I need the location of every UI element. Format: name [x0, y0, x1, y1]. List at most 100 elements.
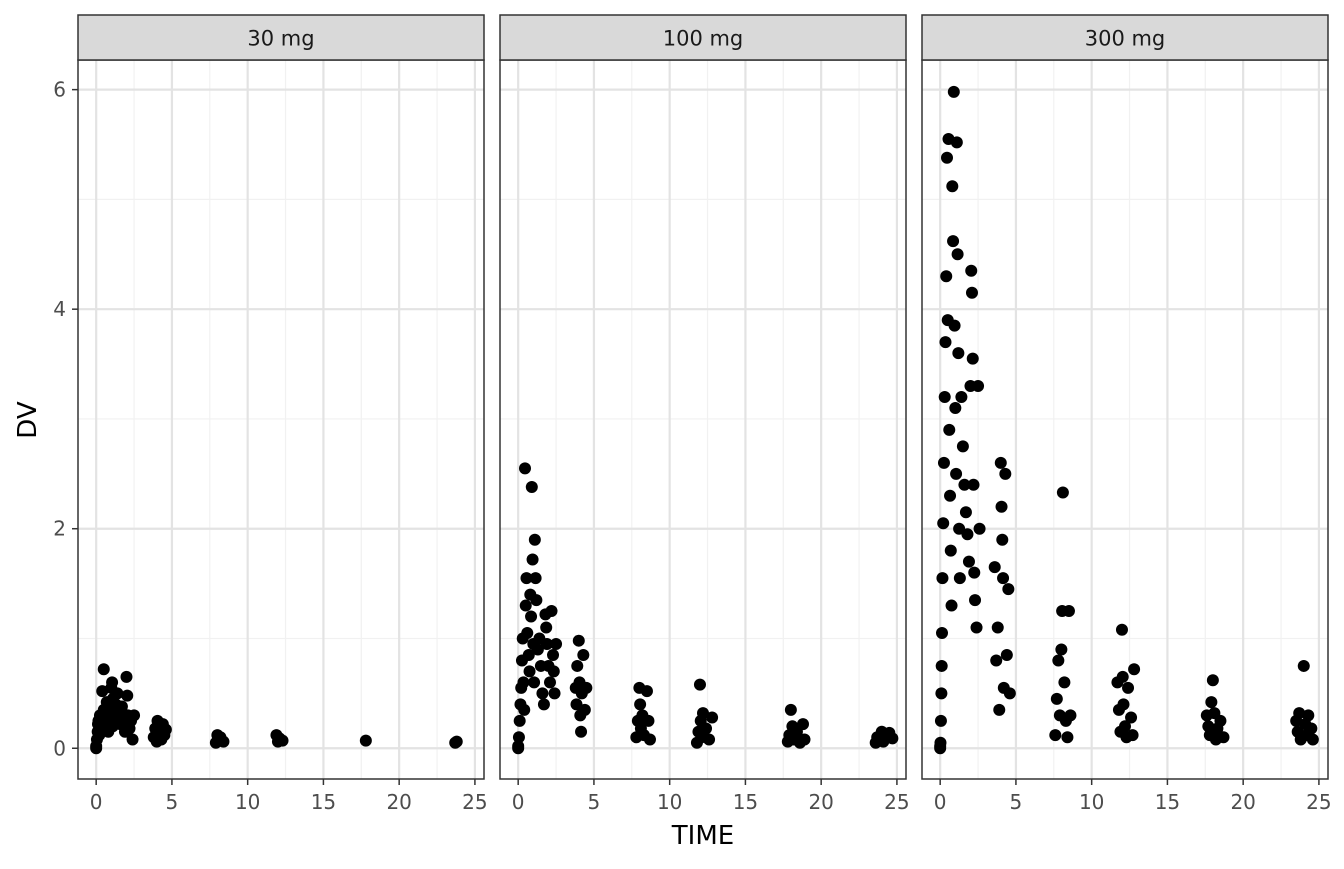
- data-point: [531, 643, 544, 656]
- data-point: [947, 85, 960, 98]
- data-point: [547, 665, 560, 678]
- data-point: [968, 566, 981, 579]
- data-point: [1217, 731, 1230, 744]
- data-point: [520, 572, 533, 585]
- data-point: [1050, 692, 1063, 705]
- data-point: [949, 401, 962, 414]
- data-point: [577, 648, 590, 661]
- data-point: [1061, 731, 1074, 744]
- data-point: [450, 735, 463, 748]
- x-tick-label: 10: [657, 790, 682, 814]
- facet-strip: [77, 14, 485, 61]
- data-point: [967, 478, 980, 491]
- data-point: [548, 687, 561, 700]
- data-point: [935, 687, 948, 700]
- data-point: [1003, 687, 1016, 700]
- data-point: [121, 689, 134, 702]
- data-point: [634, 698, 647, 711]
- data-point: [528, 676, 541, 689]
- data-point: [545, 605, 558, 618]
- facet-strip: [499, 14, 907, 61]
- data-point: [946, 180, 959, 193]
- x-tick-label: 0: [512, 790, 525, 814]
- data-point: [951, 248, 964, 261]
- x-tick-label: 0: [90, 790, 103, 814]
- data-point: [966, 352, 979, 365]
- data-point: [518, 703, 531, 716]
- data-point: [525, 481, 538, 494]
- data-point: [572, 634, 585, 647]
- data-point: [1302, 709, 1315, 722]
- data-point: [106, 676, 119, 689]
- data-point: [958, 478, 971, 491]
- data-point: [640, 685, 653, 698]
- data-point: [995, 500, 1008, 513]
- data-point: [359, 734, 372, 747]
- data-point: [959, 506, 972, 519]
- data-point: [941, 151, 953, 164]
- facet-panel: 100 mg 0 5 10 15 20 25: [499, 14, 910, 814]
- data-point: [997, 572, 1010, 585]
- data-point: [1206, 674, 1219, 687]
- data-point: [936, 627, 948, 639]
- y-tick-label: 6: [53, 78, 66, 102]
- data-point: [276, 734, 289, 747]
- data-point: [796, 718, 809, 731]
- data-point: [580, 681, 593, 694]
- data-point: [945, 599, 958, 612]
- data-point: [1117, 698, 1130, 711]
- data-point: [956, 440, 969, 453]
- x-tick-label: 5: [166, 790, 179, 814]
- data-point: [972, 380, 985, 393]
- data-point: [886, 732, 899, 745]
- data-point: [970, 621, 983, 634]
- x-tick-label: 25: [1306, 790, 1331, 814]
- data-point: [571, 659, 584, 672]
- data-point: [1000, 648, 1013, 661]
- data-point: [575, 725, 588, 738]
- data-point: [999, 467, 1012, 480]
- data-point: [159, 723, 172, 736]
- data-point: [991, 621, 1004, 634]
- x-tick-label: 20: [808, 790, 833, 814]
- data-point: [944, 489, 957, 502]
- data-point: [1055, 643, 1068, 656]
- data-point: [528, 533, 541, 546]
- data-point: [693, 678, 706, 691]
- data-point: [1128, 663, 1141, 676]
- data-point: [547, 648, 560, 661]
- facet-panel: 30 mg 0 5 10 15 20 25: [77, 14, 488, 814]
- data-point: [703, 733, 716, 746]
- data-point: [706, 711, 719, 724]
- data-point: [1115, 623, 1128, 636]
- data-point: [522, 648, 535, 661]
- x-tick-label: 25: [884, 790, 909, 814]
- y-tick-label: 2: [53, 517, 66, 541]
- data-point: [1214, 714, 1227, 727]
- data-point: [540, 637, 553, 650]
- y-tick-label: 4: [53, 297, 66, 321]
- data-point: [700, 722, 713, 735]
- data-point: [521, 627, 534, 639]
- x-tick-label: 10: [235, 790, 260, 814]
- data-point: [994, 456, 1007, 469]
- data-point: [948, 319, 961, 332]
- data-point: [943, 423, 956, 436]
- x-tick-label: 0: [934, 790, 947, 814]
- data-point: [940, 270, 953, 283]
- data-point: [939, 336, 952, 349]
- data-point: [1002, 583, 1015, 596]
- data-point: [969, 594, 982, 607]
- data-point: [934, 736, 947, 749]
- data-point: [1058, 676, 1071, 689]
- data-point: [512, 740, 525, 753]
- data-point: [990, 654, 1003, 667]
- data-point: [111, 687, 124, 700]
- data-point: [1049, 729, 1062, 742]
- data-point: [217, 735, 230, 748]
- data-point: [128, 709, 141, 722]
- facet-strip: [921, 14, 1329, 61]
